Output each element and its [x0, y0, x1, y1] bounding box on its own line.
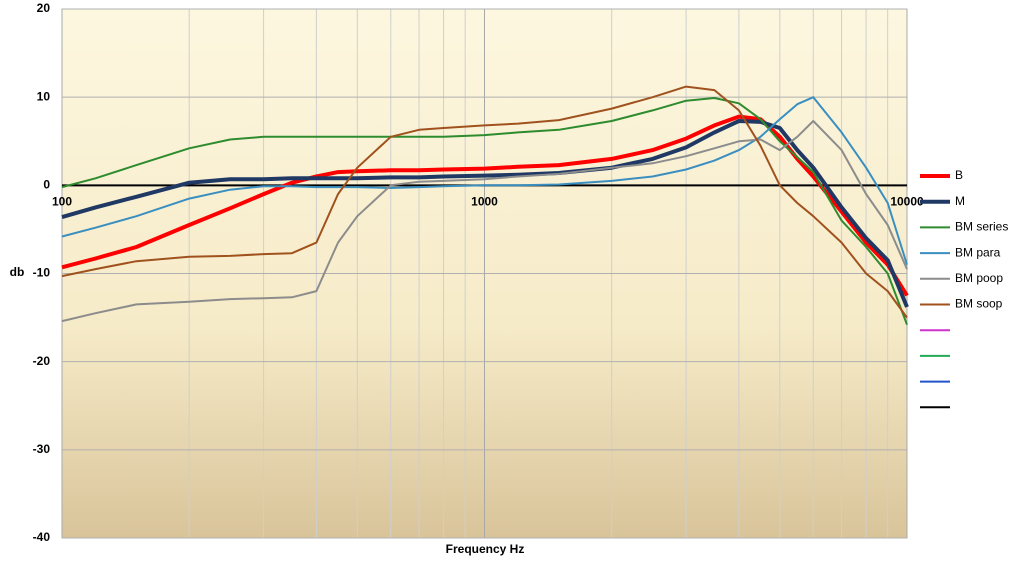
x-tick-label: 100 — [52, 195, 72, 209]
legend-label: BM poop — [955, 271, 1003, 285]
x-axis-title: Frequency Hz — [446, 542, 525, 556]
y-tick-label: 10 — [37, 89, 51, 103]
x-tick-label: 10000 — [890, 195, 924, 209]
legend-label: M — [955, 194, 965, 208]
y-tick-label: 20 — [37, 1, 51, 15]
legend-label: BM series — [955, 220, 1008, 234]
legend-label: B — [955, 168, 963, 182]
legend-label: BM soop — [955, 297, 1003, 311]
y-axis-title: db — [10, 265, 25, 279]
series-line — [61, 114, 909, 297]
labels: 100 1000 10000 -40 -30 -20 -10 0 10 20 BM BM series… — [33, 1, 1009, 544]
y-tick-label: -20 — [33, 354, 51, 368]
x-tick-label: 1000 — [471, 195, 498, 209]
series-line — [61, 119, 909, 308]
legend-label: BM para — [955, 245, 1001, 259]
series-line — [61, 96, 908, 265]
series-line — [61, 120, 908, 323]
y-tick-label: -10 — [33, 266, 51, 280]
series-line — [61, 97, 908, 325]
y-tick-label: 0 — [43, 178, 50, 192]
y-tick-label: -30 — [33, 442, 51, 456]
grid — [61, 8, 908, 539]
series-line — [61, 85, 908, 319]
series-lines — [61, 85, 909, 325]
y-tick-label: -40 — [33, 530, 51, 544]
